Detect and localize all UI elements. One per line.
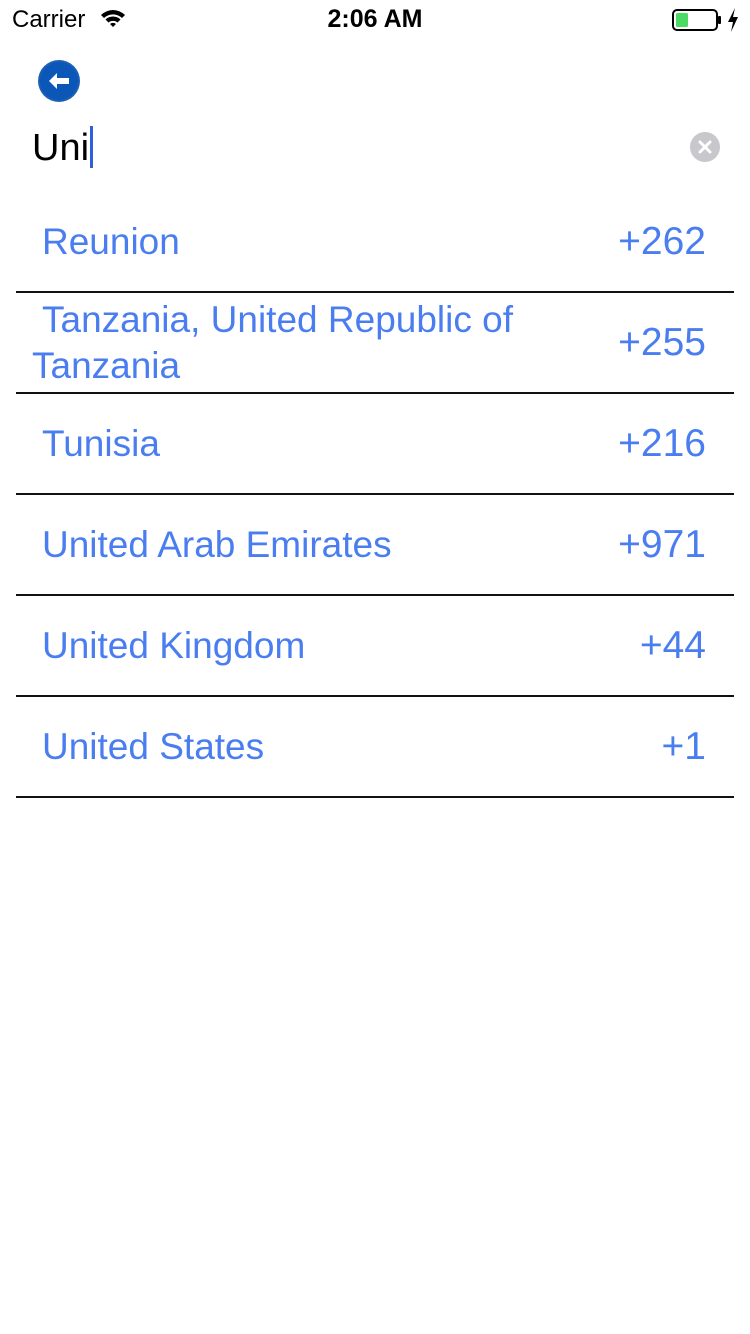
carrier-label: Carrier: [12, 6, 86, 33]
country-row-united-arab-emirates[interactable]: United Arab Emirates +971: [16, 495, 734, 596]
search-input[interactable]: Uni: [32, 122, 672, 174]
country-name: United Kingdom: [42, 624, 306, 666]
country-row-tunisia[interactable]: Tunisia +216: [16, 394, 734, 495]
country-name: Tanzania, United Republic of Tanzania: [32, 298, 514, 386]
charging-bolt-icon: [728, 8, 738, 32]
arrow-left-icon: [40, 62, 78, 100]
country-row-united-kingdom[interactable]: United Kingdom +44: [16, 596, 734, 697]
country-name: United States: [42, 725, 265, 767]
country-code: +971: [618, 522, 706, 566]
country-row-united-states[interactable]: United States +1: [16, 697, 734, 798]
back-button[interactable]: [38, 60, 80, 102]
country-list: Reunion +262 Tanzania, United Republic o…: [16, 192, 734, 798]
country-name: Tunisia: [42, 422, 160, 464]
wifi-icon: [101, 10, 125, 27]
country-row-tanzania[interactable]: Tanzania, United Republic of Tanzania +2…: [16, 293, 734, 394]
search-field[interactable]: Uni: [32, 122, 722, 174]
status-bar: Carrier 2:06 AM: [0, 0, 750, 40]
country-code: +255: [618, 320, 706, 364]
country-code: +1: [661, 724, 706, 768]
country-name: United Arab Emirates: [42, 523, 392, 565]
text-cursor: [90, 125, 94, 168]
status-time: 2:06 AM: [327, 5, 423, 33]
clear-search-button[interactable]: [690, 132, 720, 162]
country-row-reunion[interactable]: Reunion +262: [16, 192, 734, 293]
country-code: +262: [618, 219, 706, 263]
country-code: +216: [618, 421, 706, 465]
search-input-text: Uni: [32, 127, 90, 169]
country-code: +44: [639, 623, 706, 667]
country-name: Reunion: [42, 220, 180, 262]
battery-icon: [672, 9, 721, 31]
clear-x-icon: [698, 140, 712, 154]
